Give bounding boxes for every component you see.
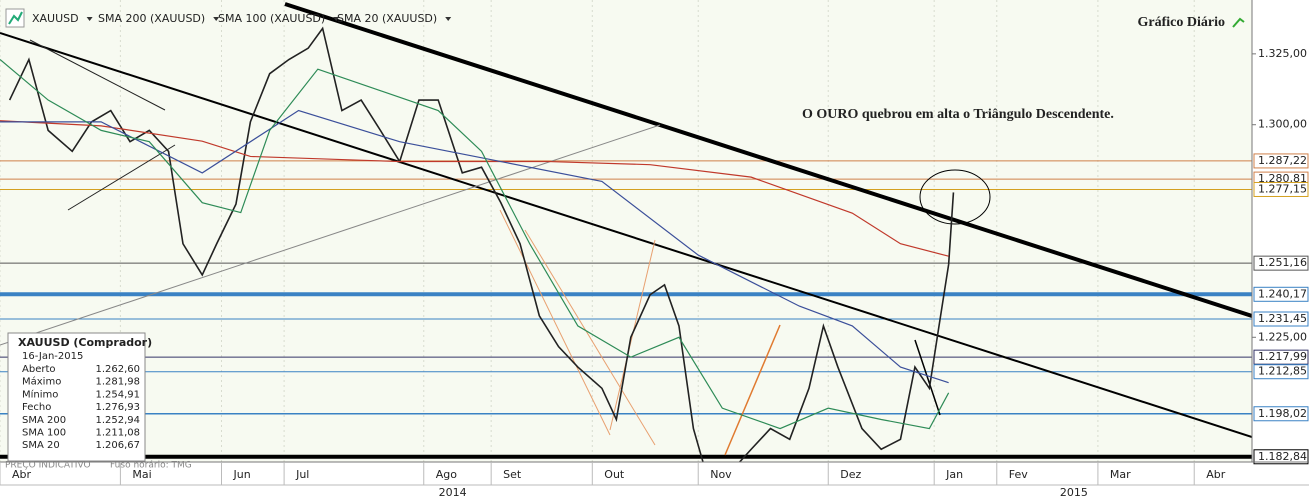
title-icon — [1232, 17, 1245, 28]
info-label: Fecho — [22, 402, 51, 413]
triangle-line — [914, 339, 941, 416]
x-tick-label: Abr — [12, 468, 32, 481]
trend-line — [284, 2, 1252, 318]
legend-dropdown — [445, 17, 452, 21]
year-label: 2014 — [439, 486, 467, 499]
level-label: 1.251,16 — [1258, 256, 1307, 269]
level-label-box — [1253, 153, 1309, 169]
info-value: 1.281,98 — [95, 377, 140, 388]
level-label: 1.240,17 — [1258, 287, 1307, 300]
x-tick-label: Dez — [840, 468, 861, 481]
y-tick-label: 1.225,00 — [1258, 330, 1307, 343]
x-tick-label: Mai — [132, 468, 151, 481]
channel-line — [724, 324, 781, 456]
x-tick-label: Jun — [233, 468, 251, 481]
info-label: SMA 100 — [22, 428, 66, 439]
info-box — [7, 332, 146, 462]
info-value: 1.252,94 — [95, 415, 140, 426]
info-date: 16-Jan-2015 — [22, 351, 83, 362]
info-title: XAUUSD (Comprador) — [18, 336, 152, 349]
level-label-box — [1253, 255, 1309, 271]
series-line — [8, 26, 955, 462]
plot-background — [0, 0, 1252, 462]
level-label-box — [1253, 349, 1309, 365]
legend-entry: XAUUSD — [32, 12, 79, 25]
y-tick-label: 1.300,00 — [1258, 118, 1307, 131]
chart-title: Gráfico Diário — [1138, 15, 1225, 30]
series-line — [0, 59, 950, 430]
level-label-box — [1253, 406, 1309, 422]
level-label: 1.280,81 — [1258, 172, 1307, 185]
level-label: 1.212,85 — [1258, 365, 1307, 378]
legend-entry: SMA 100 (XAUUSD) — [218, 12, 325, 25]
info-value: 1.211,08 — [95, 428, 140, 439]
y-tick-label: 1.325,00 — [1258, 47, 1307, 60]
x-tick-label: Ago — [436, 468, 458, 481]
info-label: SMA 20 — [22, 440, 60, 451]
annotation: O OURO quebrou em alta o Triângulo Desce… — [802, 107, 1114, 122]
level-label-box — [1253, 449, 1309, 465]
x-tick-label: Out — [604, 468, 625, 481]
level-label: 1.277,15 — [1258, 182, 1307, 195]
legend-dropdown — [86, 17, 93, 21]
series-line — [0, 120, 949, 257]
x-tick-label: Jan — [945, 468, 963, 481]
legend-entry: SMA 20 (XAUUSD) — [337, 12, 437, 25]
footnote: PREÇO INDICATIVO — [5, 461, 91, 471]
info-value: 1.254,91 — [95, 389, 140, 400]
legend-dropdown — [213, 17, 220, 21]
x-tick-label: Fev — [1009, 468, 1028, 481]
info-value: 1.276,93 — [95, 402, 140, 413]
info-value: 1.206,67 — [95, 440, 140, 451]
trend-lines — [0, 2, 1252, 456]
info-label: Máximo — [22, 376, 61, 388]
chart-icon — [8, 11, 23, 25]
axis-background — [1252, 0, 1309, 462]
legend-dropdown — [333, 17, 340, 21]
channel-line — [499, 209, 611, 436]
year-label: 2015 — [1060, 486, 1088, 499]
x-tick-label: Nov — [710, 468, 732, 481]
info-value: 1.262,60 — [95, 364, 140, 375]
level-label: 1.182,84 — [1258, 450, 1307, 463]
level-label: 1.231,45 — [1258, 312, 1307, 325]
x-tick-label: Mar — [1110, 468, 1131, 481]
level-label-box — [1253, 286, 1309, 302]
level-label-box — [1253, 181, 1309, 197]
footnote: Fuso horário: TMG — [110, 461, 192, 471]
level-label: 1.198,02 — [1258, 407, 1307, 420]
x-tick-label: Jul — [295, 468, 309, 481]
info-label: SMA 200 — [22, 415, 66, 426]
level-label-box — [1253, 364, 1309, 380]
breakout-circle — [919, 169, 991, 225]
series-line — [0, 109, 949, 384]
info-label: Mínimo — [22, 388, 58, 400]
channel-line — [524, 229, 656, 446]
level-label: 1.287,22 — [1258, 154, 1307, 167]
x-tick-label: Abr — [1206, 468, 1226, 481]
x-tick-label: Set — [503, 468, 522, 481]
trend-line — [0, 32, 1252, 438]
level-label: 1.217,99 — [1258, 350, 1307, 363]
level-label-box — [1253, 311, 1309, 327]
triangle-line — [67, 144, 176, 211]
info-label: Aberto — [22, 364, 56, 375]
triangle-line — [29, 39, 166, 111]
legend-entry: SMA 200 (XAUUSD) — [98, 12, 205, 25]
